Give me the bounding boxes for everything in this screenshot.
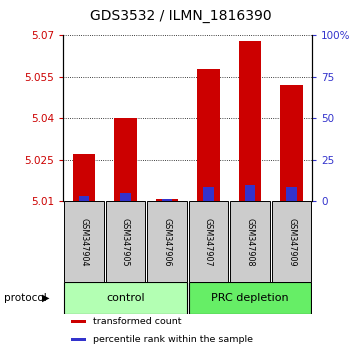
Text: GSM347909: GSM347909: [287, 218, 296, 266]
Bar: [271, 201, 312, 282]
Text: GSM347905: GSM347905: [121, 218, 130, 266]
Text: GSM347908: GSM347908: [245, 218, 255, 266]
Text: protocol: protocol: [4, 293, 46, 303]
Bar: [64, 201, 104, 282]
Text: ▶: ▶: [42, 293, 49, 303]
Bar: [71, 338, 86, 341]
Text: transformed count: transformed count: [92, 316, 181, 326]
Bar: [245, 185, 255, 201]
Bar: [120, 193, 131, 201]
Bar: [114, 118, 137, 201]
Text: GSM347907: GSM347907: [204, 218, 213, 266]
Bar: [79, 196, 89, 201]
Bar: [230, 201, 270, 282]
Bar: [73, 154, 95, 201]
Bar: [188, 282, 312, 314]
Bar: [156, 199, 178, 201]
Bar: [147, 201, 187, 282]
Bar: [188, 201, 229, 282]
Bar: [162, 199, 172, 201]
Text: PRC depletion: PRC depletion: [211, 293, 289, 303]
Bar: [286, 188, 297, 201]
Text: GDS3532 / ILMN_1816390: GDS3532 / ILMN_1816390: [90, 9, 271, 23]
Text: control: control: [106, 293, 145, 303]
Bar: [64, 282, 187, 314]
Text: percentile rank within the sample: percentile rank within the sample: [92, 335, 253, 344]
Bar: [239, 41, 261, 201]
Bar: [105, 201, 145, 282]
Bar: [280, 85, 303, 201]
Text: GSM347904: GSM347904: [79, 218, 88, 266]
Bar: [197, 69, 220, 201]
Bar: [71, 320, 86, 322]
Text: GSM347906: GSM347906: [162, 218, 171, 266]
Bar: [203, 188, 214, 201]
